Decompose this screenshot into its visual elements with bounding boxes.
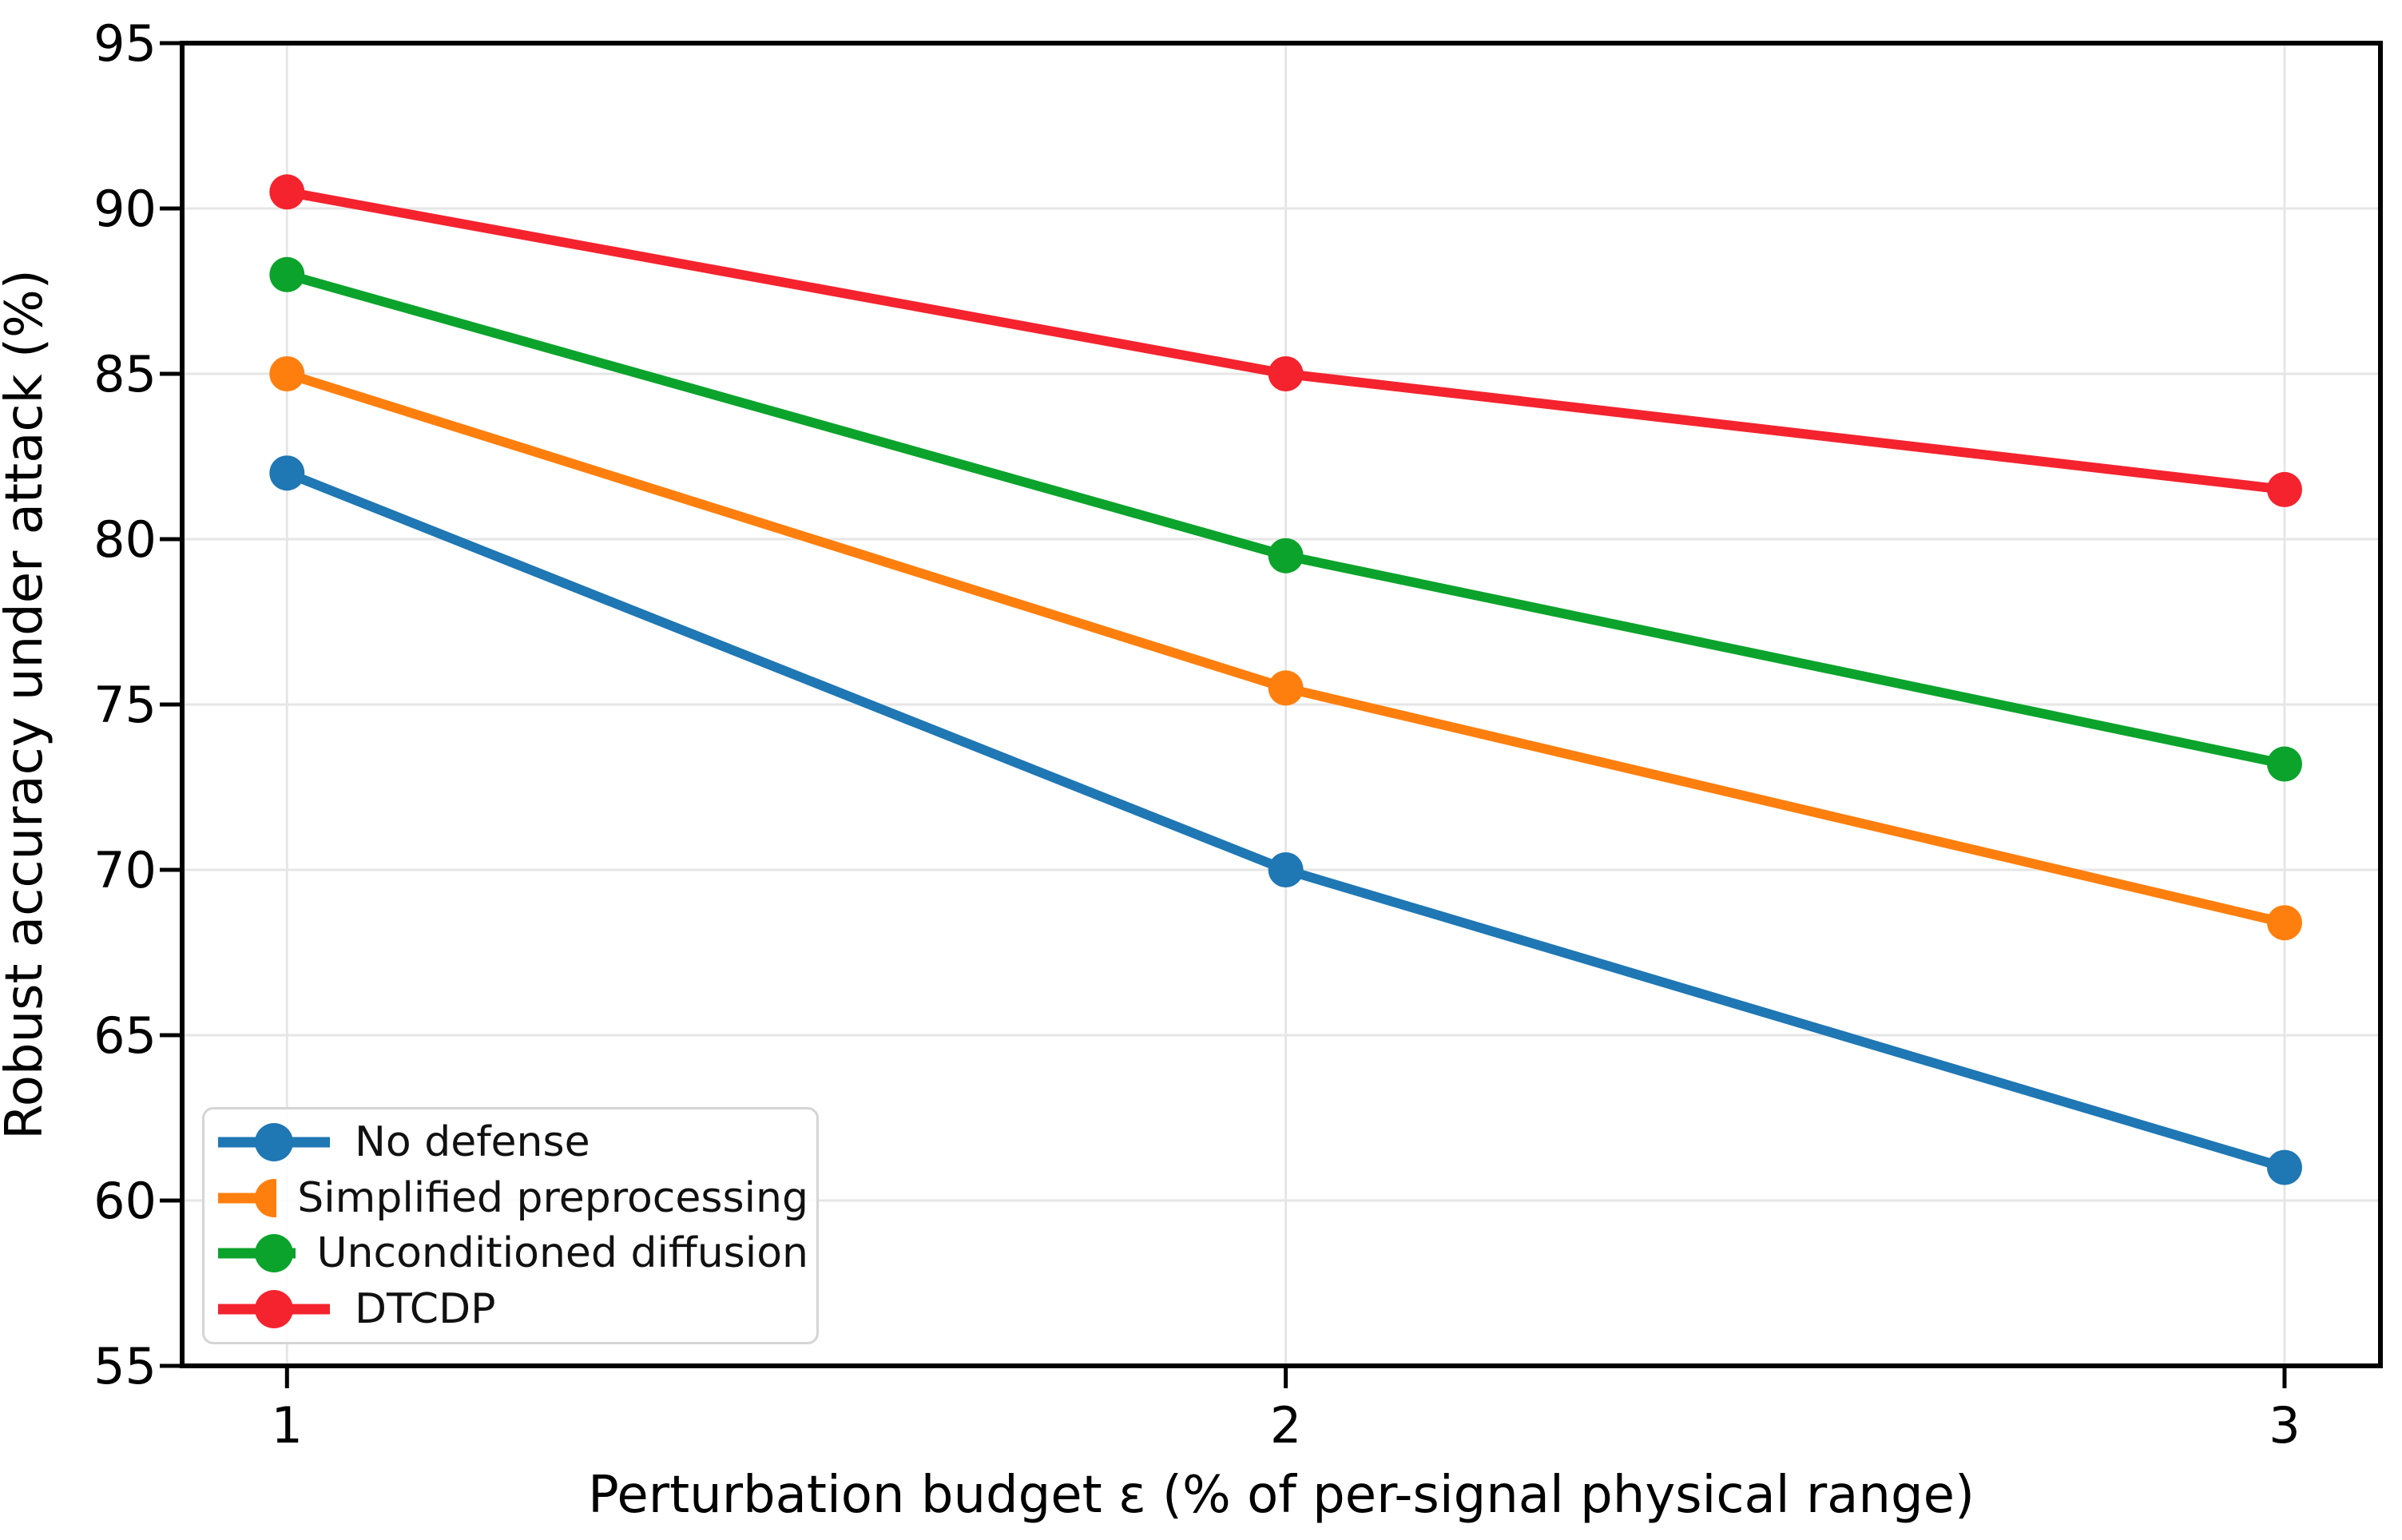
y-tick-label: 65 — [93, 1006, 157, 1065]
legend-item: Simplified preprocessing — [214, 1177, 808, 1220]
legend-marker-icon — [218, 1234, 296, 1273]
legend-marker-icon — [218, 1290, 330, 1329]
legend-item: No defense — [214, 1121, 808, 1164]
legend-item: Unconditioned diffusion — [214, 1232, 808, 1275]
axis-ticks — [160, 41, 2287, 1388]
legend-marker-icon — [218, 1178, 277, 1217]
legend-item-label: Simplified preprocessing — [297, 1173, 808, 1222]
y-tick-label: 55 — [93, 1337, 157, 1395]
data-point-marker — [2266, 905, 2302, 941]
legend-item: DTCDP — [214, 1288, 808, 1331]
x-axis-label: Perturbation budget ε (% of per-signal p… — [588, 1466, 1975, 1525]
data-point-marker — [269, 356, 305, 391]
y-tick-label: 70 — [93, 841, 157, 899]
data-point-marker — [2266, 1149, 2302, 1185]
legend-dot-icon — [255, 1234, 293, 1273]
data-point-marker — [1268, 356, 1304, 391]
series-layer — [269, 174, 2302, 1185]
x-tick-label: 2 — [1270, 1396, 1301, 1455]
y-tick-label: 90 — [93, 180, 157, 238]
y-tick-label: 85 — [93, 345, 157, 403]
data-point-marker — [1268, 852, 1304, 887]
data-point-marker — [1268, 670, 1304, 706]
legend-item-label: DTCDP — [355, 1285, 496, 1334]
y-tick-label: 60 — [93, 1172, 157, 1230]
legend-dot-icon — [255, 1178, 277, 1217]
tick-labels: 1 2 3 55 60 65 70 75 80 85 90 95 — [93, 14, 2301, 1455]
data-point-marker — [269, 256, 305, 292]
legend-marker-icon — [218, 1122, 330, 1161]
series-0 — [269, 455, 2302, 1185]
data-point-marker — [269, 174, 305, 210]
legend-item-label: Unconditioned diffusion — [316, 1229, 808, 1278]
legend-item-label: No defense — [355, 1117, 590, 1166]
data-point-marker — [269, 455, 305, 491]
y-tick-label: 75 — [93, 676, 157, 734]
series-1 — [269, 356, 2302, 941]
y-tick-label: 80 — [93, 510, 157, 569]
y-tick-label: 95 — [93, 14, 157, 73]
legend-dot-icon — [255, 1122, 293, 1161]
legend-dot-icon — [255, 1290, 293, 1329]
y-axis-label: Robust accuracy under attack (%) — [0, 269, 54, 1140]
series-3 — [269, 174, 2302, 507]
legend: No defense Simplified preprocessing Uncond… — [202, 1107, 819, 1344]
data-point-marker — [1268, 538, 1304, 574]
x-tick-label: 3 — [2269, 1396, 2300, 1455]
series-2 — [269, 256, 2302, 782]
data-point-marker — [2266, 471, 2302, 507]
data-point-marker — [2266, 746, 2302, 782]
x-tick-label: 1 — [272, 1396, 303, 1455]
